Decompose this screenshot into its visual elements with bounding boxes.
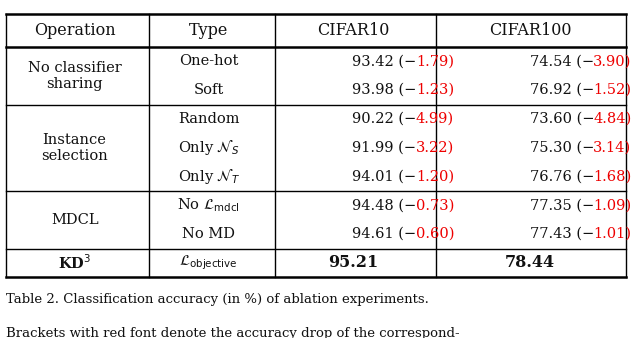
Text: 78.44: 78.44 [505,255,555,271]
Text: No classifier
sharing: No classifier sharing [28,61,122,91]
Text: 4.84): 4.84) [593,112,632,126]
Text: MDCL: MDCL [51,213,99,227]
Text: Soft: Soft [194,83,224,97]
Text: 77.35 (−: 77.35 (− [529,198,594,212]
Text: 1.68): 1.68) [593,170,632,184]
Text: 0.73): 0.73) [416,198,454,212]
Text: Instance
selection: Instance selection [41,132,108,163]
Text: 94.48 (−: 94.48 (− [353,198,417,212]
Text: 3.90): 3.90) [593,54,631,68]
Text: Brackets with red font denote the accuracy drop of the correspond-: Brackets with red font denote the accura… [6,328,460,338]
Text: 93.98 (−: 93.98 (− [353,83,417,97]
Text: CIFAR10: CIFAR10 [317,22,389,39]
Text: No MD: No MD [182,227,236,241]
Text: 75.30 (−: 75.30 (− [529,141,594,155]
Text: 1.01): 1.01) [593,227,631,241]
Text: 94.01 (−: 94.01 (− [353,170,417,184]
Text: No $\mathcal{L}_\mathsf{mdcl}$: No $\mathcal{L}_\mathsf{mdcl}$ [177,196,240,214]
Text: 1.79): 1.79) [416,54,454,68]
Text: 95.21: 95.21 [328,255,378,271]
Text: 0.60): 0.60) [416,227,454,241]
Text: 4.99): 4.99) [416,112,454,126]
Text: 91.99 (−: 91.99 (− [353,141,417,155]
Text: Only $\mathcal{N}_T$: Only $\mathcal{N}_T$ [178,167,240,186]
Text: 1.09): 1.09) [593,198,631,212]
Text: Random: Random [178,112,239,126]
Text: 1.23): 1.23) [416,83,454,97]
Text: 93.42 (−: 93.42 (− [353,54,417,68]
Text: $\mathcal{L}_\mathsf{objective}$: $\mathcal{L}_\mathsf{objective}$ [179,254,238,272]
Text: KD$^3$: KD$^3$ [58,254,92,272]
Text: Only $\mathcal{N}_S$: Only $\mathcal{N}_S$ [178,138,239,157]
Text: 77.43 (−: 77.43 (− [529,227,594,241]
Text: 76.92 (−: 76.92 (− [529,83,594,97]
Text: CIFAR100: CIFAR100 [489,22,572,39]
Text: 1.20): 1.20) [416,170,454,184]
Text: Type: Type [189,22,228,39]
Text: 74.54 (−: 74.54 (− [529,54,594,68]
Text: 73.60 (−: 73.60 (− [529,112,594,126]
Text: 76.76 (−: 76.76 (− [529,170,594,184]
Text: Table 2. Classification accuracy (in %) of ablation experiments.: Table 2. Classification accuracy (in %) … [6,293,429,306]
Text: 1.52): 1.52) [593,83,631,97]
Text: 3.22): 3.22) [416,141,454,155]
Text: 90.22 (−: 90.22 (− [353,112,417,126]
Text: 3.14): 3.14) [593,141,631,155]
Text: Operation: Operation [34,22,115,39]
Text: 94.61 (−: 94.61 (− [353,227,417,241]
Text: One-hot: One-hot [179,54,239,68]
